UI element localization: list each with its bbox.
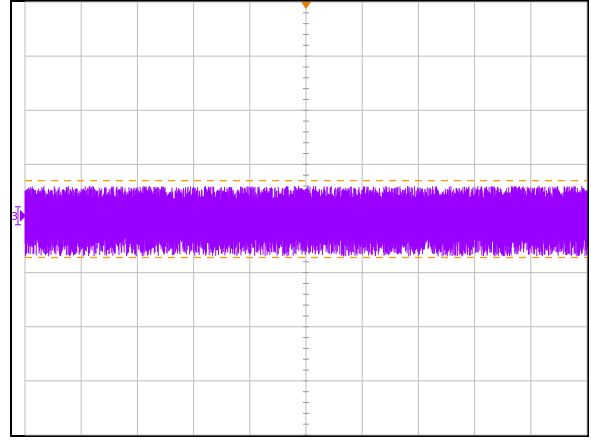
channel-marker-label: 3	[11, 210, 18, 223]
waveform-line	[24, 186, 588, 257]
waveform-trace	[24, 186, 588, 257]
cursor-lines	[25, 180, 587, 259]
channel-ground-marker	[20, 209, 26, 222]
markers	[15, 2, 311, 226]
trigger-position-marker	[301, 2, 311, 9]
